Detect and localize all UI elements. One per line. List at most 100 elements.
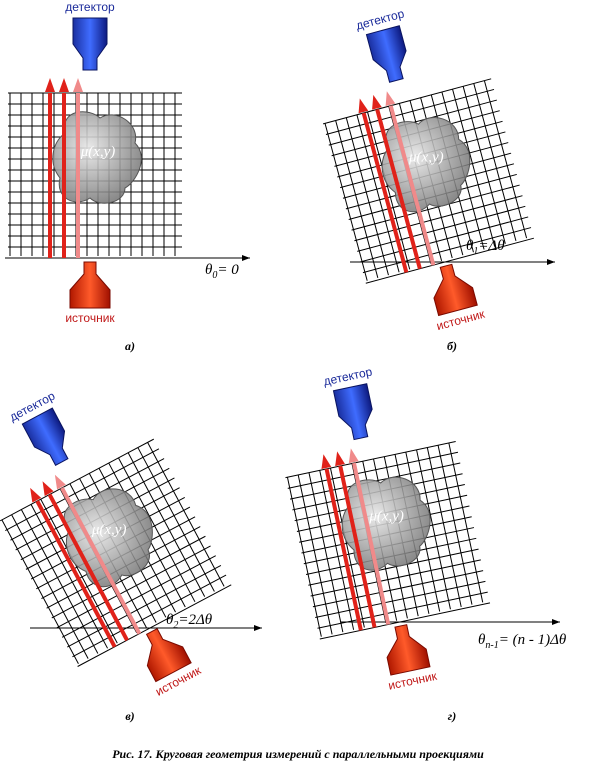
beam-arrowhead bbox=[321, 454, 332, 469]
object bbox=[341, 476, 431, 571]
grid-line bbox=[365, 237, 534, 284]
grid-line bbox=[0, 438, 155, 522]
angle-label: θ2=2Δθ bbox=[166, 612, 213, 631]
angle-symbol: θ bbox=[466, 238, 474, 254]
angle-symbol: θ bbox=[205, 262, 213, 278]
angle-symbol: θ bbox=[478, 632, 486, 648]
grid-line bbox=[56, 545, 211, 629]
object-label: μ(x,y) bbox=[408, 149, 444, 165]
beam bbox=[60, 487, 142, 635]
beam bbox=[324, 468, 363, 631]
grid-line bbox=[315, 580, 486, 619]
panel-label: б) bbox=[447, 339, 457, 353]
grid-line bbox=[67, 564, 222, 648]
source bbox=[386, 624, 431, 676]
angle-index: 0 bbox=[212, 270, 217, 281]
grid-line bbox=[357, 205, 526, 252]
grid-line bbox=[473, 83, 517, 242]
axis-arrow bbox=[254, 625, 262, 631]
grid-line bbox=[359, 216, 529, 263]
grid-line bbox=[11, 514, 89, 659]
beam bbox=[361, 112, 409, 273]
axis-arrow bbox=[547, 259, 555, 265]
detector-label: детектор bbox=[65, 0, 115, 14]
grid-line bbox=[286, 477, 322, 637]
beam bbox=[338, 465, 377, 628]
grid-line bbox=[351, 184, 520, 231]
grid-line bbox=[20, 509, 99, 654]
grid-line bbox=[312, 570, 484, 608]
panel-label: а) bbox=[125, 339, 135, 353]
beam-arrowhead bbox=[335, 451, 345, 467]
grid-line bbox=[416, 449, 451, 610]
angle-label: θn-1= (n - 1)Δθ bbox=[478, 632, 567, 651]
grid-line bbox=[5, 448, 160, 531]
grid-line bbox=[285, 440, 456, 479]
beam-arrowhead bbox=[45, 78, 55, 92]
grid-line bbox=[426, 447, 462, 608]
grid-line bbox=[448, 442, 484, 603]
grid-line bbox=[325, 88, 495, 135]
grid-line bbox=[322, 78, 492, 125]
beam-arrowhead bbox=[385, 91, 396, 107]
beam-arrowhead bbox=[358, 98, 369, 114]
grid-line bbox=[319, 470, 355, 630]
angle-symbol: θ bbox=[166, 612, 174, 628]
beam bbox=[375, 108, 422, 270]
beam bbox=[352, 462, 391, 625]
grid-line bbox=[1, 519, 79, 665]
grid-line bbox=[137, 447, 215, 592]
angle-rest: =2Δθ bbox=[178, 612, 212, 628]
rotated-setup: детектор источник bbox=[8, 0, 182, 325]
grid-line bbox=[437, 445, 473, 605]
detector bbox=[365, 25, 407, 83]
grid-line bbox=[297, 474, 333, 635]
angle-index: 1 bbox=[473, 246, 478, 257]
beam-arrowhead bbox=[30, 487, 42, 503]
beam bbox=[47, 493, 129, 642]
grid-line bbox=[77, 584, 232, 667]
grid-line bbox=[483, 80, 528, 239]
object-label: μ(x,y) bbox=[91, 522, 127, 538]
angle-index: n-1 bbox=[485, 640, 498, 651]
beam-arrowhead bbox=[348, 448, 359, 464]
grid-line bbox=[40, 498, 118, 644]
grid-line bbox=[462, 86, 506, 244]
grid-line bbox=[51, 535, 206, 619]
angle-label: θ0= 0 bbox=[205, 262, 239, 281]
axis-arrow bbox=[242, 255, 250, 261]
grid-line bbox=[118, 457, 196, 603]
source bbox=[145, 628, 192, 683]
angle-rest: =Δθ bbox=[478, 238, 505, 254]
source-label: источник bbox=[65, 311, 115, 325]
beam-arrowhead bbox=[73, 78, 83, 92]
grid-line bbox=[61, 555, 216, 638]
panel-label: в) bbox=[125, 709, 134, 723]
grid-line bbox=[335, 120, 379, 279]
grid-line bbox=[452, 89, 496, 247]
axis-arrow bbox=[552, 619, 560, 625]
angle-label: θ1=Δθ bbox=[466, 238, 505, 257]
grid-line bbox=[356, 114, 400, 273]
object bbox=[52, 111, 142, 204]
beam bbox=[35, 500, 117, 648]
grid-line bbox=[319, 602, 491, 640]
panel: детектор источник μ(x,y) θ0= 0 а) bbox=[5, 0, 250, 353]
grid-line bbox=[308, 472, 344, 633]
caption: Рис. 17. Круговая геометрия измерений с … bbox=[112, 747, 484, 761]
grid-line bbox=[362, 227, 532, 274]
object-label: μ(x,y) bbox=[80, 144, 116, 160]
panel-label: г) bbox=[448, 709, 456, 723]
grid-line bbox=[367, 111, 411, 270]
grid-line bbox=[345, 117, 389, 276]
grid-line bbox=[30, 504, 109, 649]
detector bbox=[21, 407, 69, 466]
detector bbox=[72, 17, 108, 71]
beam-arrowhead bbox=[372, 94, 382, 110]
